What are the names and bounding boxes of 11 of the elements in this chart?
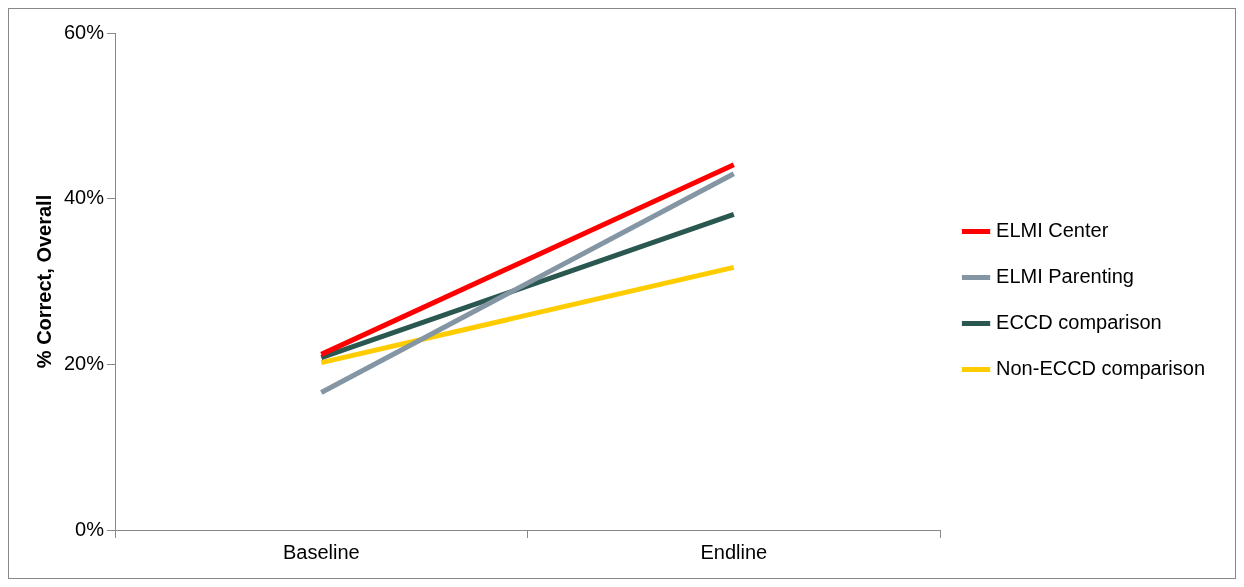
- y-tick-label: 60%: [64, 20, 105, 43]
- legend-label: Non-ECCD comparison: [996, 357, 1206, 380]
- x-tick-label: Endline: [700, 540, 768, 563]
- legend-label: ECCD comparison: [996, 311, 1162, 334]
- y-tick-label: 0%: [75, 517, 105, 540]
- legend-label: ELMI Parenting: [996, 265, 1134, 288]
- y-tick-label: 20%: [64, 351, 105, 374]
- y-axis-title: % Correct, Overall: [32, 194, 55, 369]
- x-tick-label: Baseline: [282, 540, 360, 563]
- y-tick-label: 40%: [64, 186, 105, 209]
- legend-label: ELMI Center: [996, 219, 1109, 242]
